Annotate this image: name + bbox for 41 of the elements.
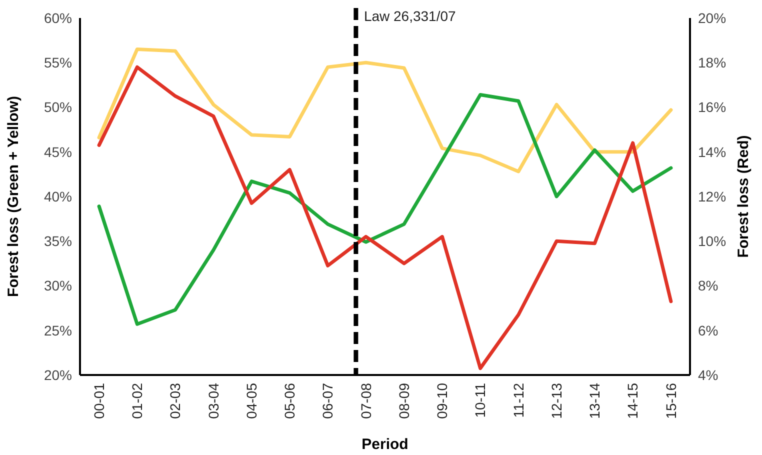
ref-line-label: Law 26,331/07 [364, 8, 456, 24]
x-tick-label: 01-02 [129, 382, 146, 419]
x-tick-label: 12-13 [548, 382, 564, 419]
y-tick-label: 35% [44, 233, 72, 250]
y-tick-label: 50% [44, 99, 72, 116]
x-tick-label: 05-06 [282, 382, 298, 419]
x-tick-label: 04-05 [243, 382, 260, 419]
x-tick-label: 10-11 [472, 382, 488, 418]
y-tick-label: 40% [44, 188, 72, 204]
x-tick-label: 02-03 [167, 382, 184, 419]
y2-tick-label: 14% [698, 144, 726, 160]
y-tick-label: 20% [44, 366, 72, 383]
x-tick-label: 06-07 [320, 382, 336, 419]
x-tick-label: 09-10 [434, 382, 450, 419]
y2-tick-label: 16% [698, 99, 726, 116]
x-tick-label: 00-01 [90, 382, 107, 419]
line-series [97, 65, 673, 370]
y-tick-label: 60% [44, 10, 72, 26]
y2-tick-label: 8% [698, 278, 718, 294]
y-tick-label: 45% [44, 144, 72, 160]
y2-tick-label: 12% [698, 188, 726, 204]
y-tick-label: 25% [44, 322, 72, 338]
x-tick-label: 15-16 [662, 382, 679, 419]
y-tick-label: 55% [44, 54, 72, 71]
x-tick-label: 07-08 [358, 382, 374, 419]
y2-tick-label: 4% [698, 366, 718, 383]
x-axis-title: Period [362, 436, 408, 453]
line-series [97, 93, 673, 326]
x-tick-label: 13-14 [586, 382, 603, 419]
x-tick-label: 11-12 [510, 382, 526, 418]
y-axis-title: Forest loss (Green + Yellow) [5, 96, 22, 298]
y-tick-label: 30% [44, 278, 72, 294]
y2-tick-label: 6% [698, 322, 718, 338]
y2-tick-label: 20% [698, 10, 726, 26]
y2-axis-title: Forest loss (Red) [735, 135, 752, 258]
y2-tick-label: 18% [698, 54, 726, 71]
x-tick-label: 14-15 [624, 382, 641, 419]
y2-tick-label: 10% [698, 233, 726, 250]
x-tick-label: 08-09 [396, 382, 412, 419]
line-series [97, 47, 673, 174]
x-tick-label: 03-04 [205, 382, 222, 419]
